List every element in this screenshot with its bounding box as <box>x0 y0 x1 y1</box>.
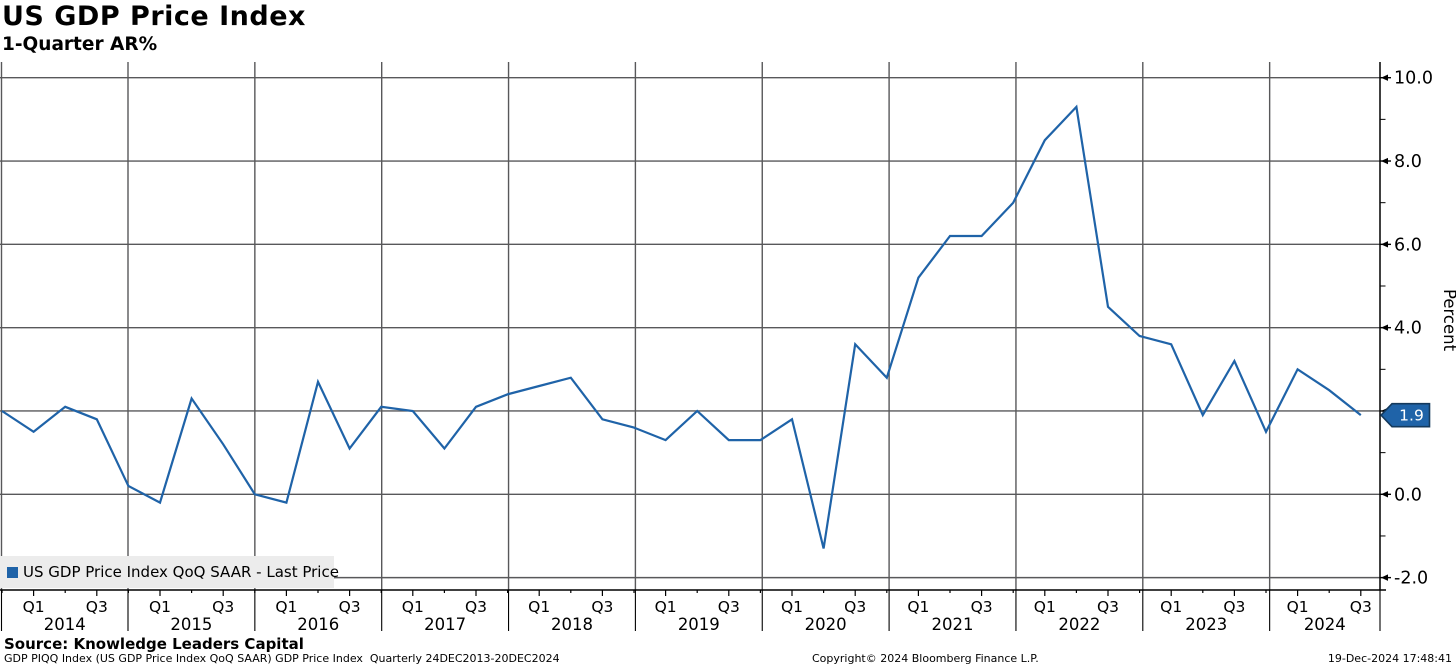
year-label: 2014 <box>44 615 86 634</box>
footer-source: Source: Knowledge Leaders Capital <box>4 635 304 653</box>
y-tick-arrow-icon <box>1381 324 1388 331</box>
page-subtitle: 1-Quarter AR% <box>2 33 158 55</box>
legend-label: US GDP Price Index QoQ SAAR - Last Price <box>23 563 339 581</box>
series-line <box>1 104 1362 549</box>
quarter-tick-label: Q1 <box>781 598 803 616</box>
quarter-tick-label: Q3 <box>971 598 993 616</box>
y-tick-arrow-icon <box>1381 491 1388 498</box>
quarter-tick-label: Q3 <box>844 598 866 616</box>
legend-swatch-icon <box>7 566 18 578</box>
quarter-tick-label: Q1 <box>528 598 550 616</box>
quarter-tick-label: Q3 <box>1350 598 1372 616</box>
last-price-label: 1.9 <box>1399 407 1424 425</box>
y-tick-arrow-icon <box>1381 241 1388 248</box>
year-label: 2020 <box>805 615 847 634</box>
last-price-badge <box>1379 402 1431 428</box>
y-tick-arrow-icon <box>1381 157 1388 165</box>
y-tick-label: 8.0 <box>1394 152 1422 172</box>
quarter-tick-label: Q3 <box>1097 598 1119 616</box>
year-label: 2024 <box>1304 615 1346 634</box>
quarter-tick-label: Q1 <box>1034 598 1056 616</box>
footer-timestamp: 19-Dec-2024 17:48:41 <box>1327 652 1452 665</box>
year-label: 2016 <box>297 615 339 634</box>
quarter-tick-label: Q3 <box>718 598 740 616</box>
year-label: 2018 <box>551 615 593 634</box>
quarter-tick-label: Q3 <box>86 598 108 616</box>
y-axis-title: Percent <box>1440 289 1456 352</box>
quarter-tick-label: Q1 <box>149 598 171 616</box>
quarter-tick-label: Q1 <box>402 598 424 616</box>
y-tick-arrow-icon <box>1381 74 1388 81</box>
y-tick-label: 10.0 <box>1394 69 1433 89</box>
page-title: US GDP Price Index <box>2 1 306 32</box>
y-tick-label: -2.0 <box>1394 569 1428 589</box>
footer-copyright: Copyright© 2024 Bloomberg Finance L.P. <box>812 652 1039 665</box>
year-label: 2015 <box>170 615 212 634</box>
quarter-tick-label: Q3 <box>339 598 361 616</box>
year-label: 2017 <box>424 615 466 634</box>
year-label: 2023 <box>1185 615 1227 634</box>
legend: US GDP Price Index QoQ SAAR - Last Price <box>0 556 339 588</box>
quarter-tick-label: Q1 <box>907 598 929 616</box>
chart-header: US GDP Price Index 1-Quarter AR% <box>2 2 306 55</box>
quarter-tick-label: Q3 <box>1223 598 1245 616</box>
quarter-tick-label: Q1 <box>1287 598 1309 616</box>
year-label: 2021 <box>932 615 974 634</box>
year-label: 2022 <box>1058 615 1100 634</box>
quarter-tick-label: Q1 <box>275 598 297 616</box>
quarter-tick-label: Q3 <box>212 598 234 616</box>
y-tick-label: 4.0 <box>1394 319 1422 339</box>
quarter-tick-label: Q3 <box>591 598 613 616</box>
quarter-tick-label: Q1 <box>655 598 677 616</box>
quarter-tick-label: Q1 <box>1160 598 1182 616</box>
footer-ticker-description: GDP PIQQ Index (US GDP Price Index QoQ S… <box>4 652 560 665</box>
quarter-tick-label: Q3 <box>465 598 487 616</box>
y-tick-arrow-icon <box>1381 574 1388 581</box>
y-tick-label: 0.0 <box>1394 485 1422 505</box>
quarter-tick-label: Q1 <box>23 598 45 616</box>
y-tick-label: 6.0 <box>1394 235 1422 255</box>
year-label: 2019 <box>678 615 720 634</box>
